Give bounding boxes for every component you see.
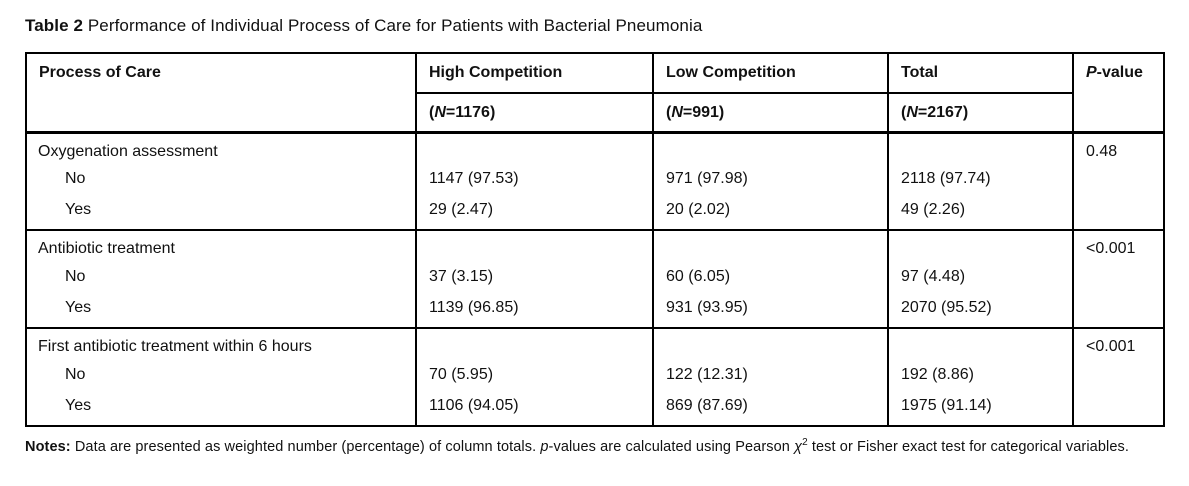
row-label-no: No bbox=[25, 266, 417, 297]
p-value-suffix: -value bbox=[1096, 64, 1143, 81]
table-row: No 37 (3.15) 60 (6.05) 97 (4.48) bbox=[25, 266, 1164, 297]
row-label-yes: Yes bbox=[25, 297, 417, 328]
category-label: First antibiotic treatment within 6 hour… bbox=[25, 327, 417, 364]
header-row-n: (N=1176) (N=991) (N=2167) bbox=[26, 92, 1164, 132]
header-low-competition: Low Competition bbox=[652, 53, 889, 93]
n-open: ( bbox=[666, 104, 672, 121]
table-row: No 70 (5.95) 122 (12.31) 192 (8.86) bbox=[25, 364, 1164, 395]
notes-p-italic: p bbox=[540, 439, 549, 455]
section-row-antibiotic: Antibiotic treatment <0.001 bbox=[25, 229, 1165, 328]
notes-text-2: -values are calculated using Pearson bbox=[548, 439, 795, 455]
n-symbol: N bbox=[671, 104, 683, 121]
p-value-cell: <0.001 bbox=[1072, 229, 1165, 328]
header-process-of-care: Process of Care bbox=[25, 53, 417, 132]
p-value-cell: 0.48 bbox=[1072, 131, 1165, 230]
header-n-high: (N=1176) bbox=[415, 92, 654, 132]
row-label-yes: Yes bbox=[25, 395, 417, 426]
value-low: 60 (6.05) bbox=[652, 266, 889, 297]
n-open: ( bbox=[429, 104, 435, 121]
p-value-cell: <0.001 bbox=[1072, 327, 1165, 426]
empty-cell bbox=[415, 229, 654, 266]
value-total: 97 (4.48) bbox=[887, 266, 1074, 297]
value-low: 20 (2.02) bbox=[652, 199, 889, 230]
empty-cell bbox=[887, 229, 1074, 266]
empty-cell bbox=[652, 229, 889, 266]
table-caption-text: Performance of Individual Process of Car… bbox=[87, 16, 703, 35]
value-total: 2118 (97.74) bbox=[887, 168, 1074, 199]
table-caption: Table 2 Performance of Individual Proces… bbox=[25, 14, 1165, 38]
value-low: 869 (87.69) bbox=[652, 395, 889, 426]
empty-cell bbox=[887, 327, 1074, 364]
n-count: =1176) bbox=[445, 104, 496, 121]
header-total: Total bbox=[887, 53, 1074, 93]
value-high: 29 (2.47) bbox=[415, 199, 654, 230]
section-row-first-antibiotic: First antibiotic treatment within 6 hour… bbox=[25, 327, 1165, 426]
table-caption-number: Table 2 bbox=[25, 16, 84, 35]
n-symbol: N bbox=[434, 104, 446, 121]
table-body: Oxygenation assessment 0.48 No 1147 (97.… bbox=[25, 131, 1165, 426]
empty-cell bbox=[415, 327, 654, 364]
p-value-symbol: P bbox=[1086, 64, 1097, 81]
notes-text-1: Data are presented as weighted number (p… bbox=[70, 439, 541, 455]
empty-cell bbox=[652, 327, 889, 364]
value-high: 70 (5.95) bbox=[415, 364, 654, 395]
value-total: 1975 (91.14) bbox=[887, 395, 1074, 426]
n-count: =991) bbox=[682, 104, 725, 121]
notes-text-3: test or Fisher exact test for categorica… bbox=[807, 439, 1129, 455]
table-row: Yes 1139 (96.85) 931 (93.95) 2070 (95.52… bbox=[25, 297, 1164, 328]
table-row: Yes 1106 (94.05) 869 (87.69) 1975 (91.14… bbox=[25, 395, 1164, 426]
value-low: 971 (97.98) bbox=[652, 168, 889, 199]
value-high: 1106 (94.05) bbox=[415, 395, 654, 426]
chi-superscript: 2 bbox=[802, 437, 808, 449]
table-header: Process of Care High Competition Low Com… bbox=[25, 53, 1165, 132]
value-total: 192 (8.86) bbox=[887, 364, 1074, 395]
process-of-care-table: Process of Care High Competition Low Com… bbox=[25, 52, 1165, 427]
table-footnotes: Notes: Data are presented as weighted nu… bbox=[25, 437, 1165, 457]
n-count: =2167) bbox=[917, 104, 969, 121]
row-label-no: No bbox=[25, 168, 417, 199]
value-high: 1139 (96.85) bbox=[415, 297, 654, 328]
value-total: 49 (2.26) bbox=[887, 199, 1074, 230]
header-n-low: (N=991) bbox=[652, 92, 889, 132]
value-high: 37 (3.15) bbox=[415, 266, 654, 297]
header-p-value: P-value bbox=[1072, 53, 1165, 132]
value-total: 2070 (95.52) bbox=[887, 297, 1074, 328]
table-row: No 1147 (97.53) 971 (97.98) 2118 (97.74) bbox=[25, 168, 1164, 199]
section-row-oxygenation: Oxygenation assessment 0.48 bbox=[25, 131, 1165, 230]
n-symbol: N bbox=[906, 104, 918, 121]
row-label-no: No bbox=[25, 364, 417, 395]
table-row: Yes 29 (2.47) 20 (2.02) 49 (2.26) bbox=[25, 199, 1164, 230]
n-open: ( bbox=[901, 104, 907, 121]
header-n-total: (N=2167) bbox=[887, 92, 1074, 132]
empty-cell bbox=[652, 131, 889, 168]
header-row-labels: Process of Care High Competition Low Com… bbox=[25, 53, 1165, 132]
value-low: 122 (12.31) bbox=[652, 364, 889, 395]
notes-label: Notes: bbox=[25, 439, 71, 455]
empty-cell bbox=[415, 131, 654, 168]
chi-symbol: χ bbox=[794, 439, 803, 455]
empty-cell bbox=[887, 131, 1074, 168]
value-low: 931 (93.95) bbox=[652, 297, 889, 328]
value-high: 1147 (97.53) bbox=[415, 168, 654, 199]
category-label: Oxygenation assessment bbox=[25, 131, 417, 168]
category-label: Antibiotic treatment bbox=[25, 229, 417, 266]
row-label-yes: Yes bbox=[25, 199, 417, 230]
header-high-competition: High Competition bbox=[415, 53, 654, 93]
